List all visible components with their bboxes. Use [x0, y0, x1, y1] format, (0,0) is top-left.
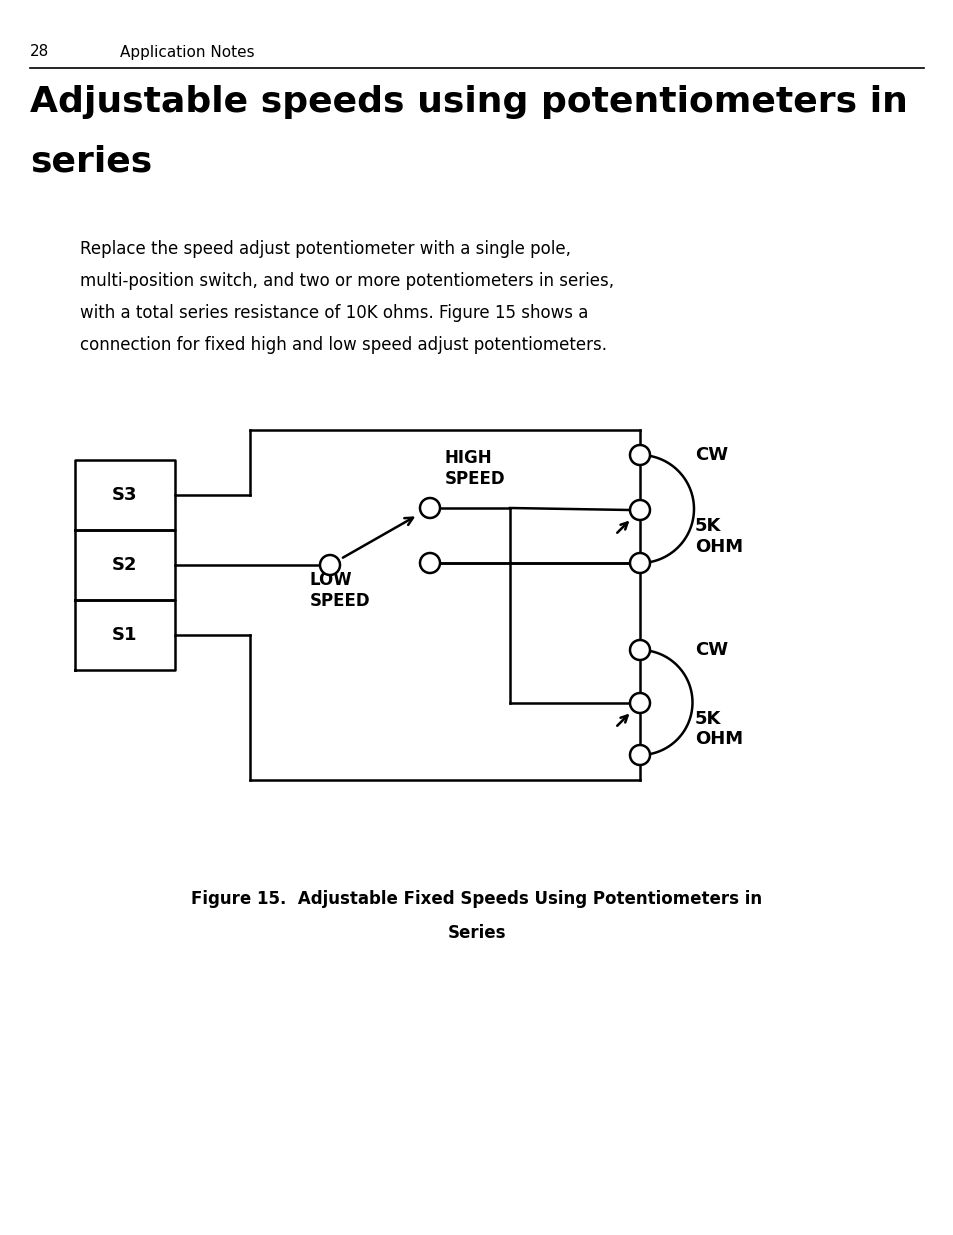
Text: Adjustable speeds using potentiometers in: Adjustable speeds using potentiometers i…	[30, 85, 907, 119]
Text: with a total series resistance of 10K ohms. Figure 15 shows a: with a total series resistance of 10K oh…	[80, 304, 588, 322]
Text: 28: 28	[30, 44, 50, 59]
Circle shape	[629, 445, 649, 466]
Text: HIGH
SPEED: HIGH SPEED	[444, 450, 505, 488]
Text: Replace the speed adjust potentiometer with a single pole,: Replace the speed adjust potentiometer w…	[80, 240, 571, 258]
Text: CW: CW	[695, 446, 727, 464]
Circle shape	[419, 498, 439, 517]
Text: Figure 15.  Adjustable Fixed Speeds Using Potentiometers in: Figure 15. Adjustable Fixed Speeds Using…	[192, 890, 761, 908]
Text: multi-position switch, and two or more potentiometers in series,: multi-position switch, and two or more p…	[80, 272, 614, 290]
Text: Series: Series	[447, 924, 506, 942]
Text: Application Notes: Application Notes	[120, 44, 254, 59]
Circle shape	[319, 555, 339, 576]
Circle shape	[629, 640, 649, 659]
Circle shape	[629, 553, 649, 573]
Text: connection for fixed high and low speed adjust potentiometers.: connection for fixed high and low speed …	[80, 336, 606, 354]
Text: S1: S1	[112, 626, 137, 643]
Text: 5K
OHM: 5K OHM	[695, 517, 742, 556]
Text: series: series	[30, 144, 152, 179]
Text: LOW
SPEED: LOW SPEED	[310, 571, 370, 610]
Circle shape	[419, 553, 439, 573]
Text: S2: S2	[112, 556, 137, 574]
Circle shape	[629, 693, 649, 713]
Text: S3: S3	[112, 487, 137, 504]
Text: CW: CW	[695, 641, 727, 659]
Text: 5K
OHM: 5K OHM	[695, 710, 742, 748]
Circle shape	[629, 745, 649, 764]
Circle shape	[629, 500, 649, 520]
